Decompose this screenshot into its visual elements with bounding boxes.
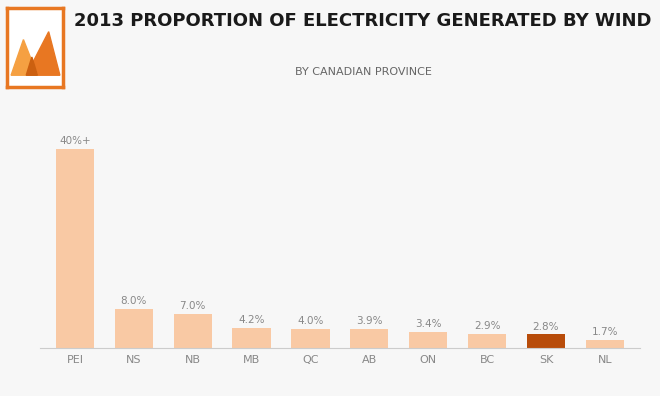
- Bar: [409, 331, 447, 348]
- Text: 2.9%: 2.9%: [474, 321, 500, 331]
- Polygon shape: [11, 40, 38, 75]
- Text: 2.8%: 2.8%: [533, 322, 559, 331]
- Bar: [56, 149, 94, 348]
- Text: 40%+: 40%+: [59, 136, 90, 146]
- Bar: [174, 314, 212, 348]
- Bar: [350, 329, 389, 348]
- Text: 8.0%: 8.0%: [121, 295, 147, 306]
- Text: 4.2%: 4.2%: [238, 314, 265, 324]
- Text: 3.9%: 3.9%: [356, 316, 383, 326]
- Bar: [291, 329, 329, 348]
- Bar: [232, 327, 271, 348]
- Text: 4.0%: 4.0%: [297, 316, 323, 326]
- Text: 2013 PROPORTION OF ELECTRICITY GENERATED BY WIND: 2013 PROPORTION OF ELECTRICITY GENERATED…: [75, 12, 652, 30]
- Bar: [585, 340, 624, 348]
- Bar: [527, 335, 565, 348]
- Text: 1.7%: 1.7%: [591, 327, 618, 337]
- Polygon shape: [26, 32, 60, 75]
- Bar: [115, 308, 153, 348]
- Text: BY CANADIAN PROVINCE: BY CANADIAN PROVINCE: [294, 67, 432, 77]
- Polygon shape: [26, 57, 38, 75]
- Text: 3.4%: 3.4%: [415, 318, 442, 329]
- Text: 7.0%: 7.0%: [180, 301, 206, 310]
- Bar: [468, 334, 506, 348]
